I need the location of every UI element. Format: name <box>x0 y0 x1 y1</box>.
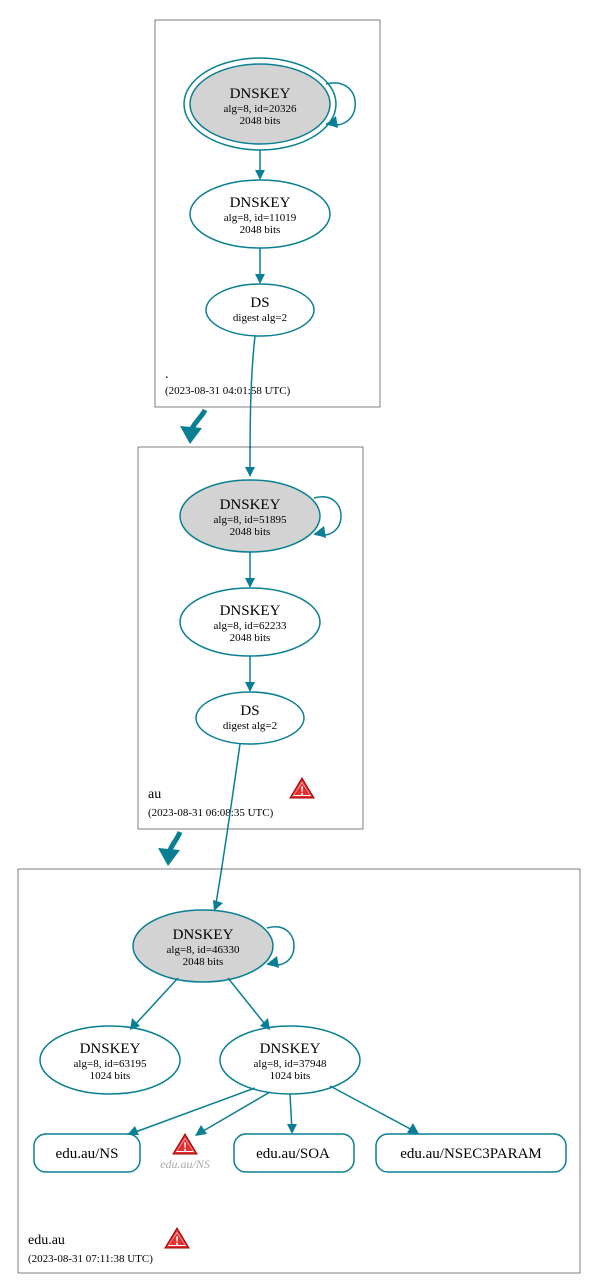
svg-text:2048 bits: 2048 bits <box>230 632 271 644</box>
svg-text:1024 bits: 1024 bits <box>90 1070 131 1082</box>
svg-text:!: ! <box>300 783 304 798</box>
svg-text:alg=8, id=62233: alg=8, id=62233 <box>214 620 287 632</box>
node-root-ksk: DNSKEY alg=8, id=20326 2048 bits <box>184 58 336 150</box>
svg-text:DNSKEY: DNSKEY <box>220 497 281 513</box>
node-eduau-ksk: DNSKEY alg=8, id=46330 2048 bits <box>133 910 273 982</box>
svg-text:2048 bits: 2048 bits <box>240 115 281 127</box>
svg-text:alg=8, id=20326: alg=8, id=20326 <box>224 103 297 115</box>
node-au-ksk: DNSKEY alg=8, id=51895 2048 bits <box>180 480 320 552</box>
zone-au-date: (2023-08-31 06:08:35 UTC) <box>148 807 274 819</box>
svg-text:!: ! <box>183 1139 187 1154</box>
svg-text:alg=8, id=11019: alg=8, id=11019 <box>224 212 297 224</box>
svg-text:2048 bits: 2048 bits <box>230 526 271 538</box>
svg-text:edu.au/NSEC3PARAM: edu.au/NSEC3PARAM <box>400 1146 542 1162</box>
edge-root-ds-au-ksk <box>250 336 255 475</box>
node-root-zsk: DNSKEY alg=8, id=11019 2048 bits <box>190 180 330 248</box>
svg-text:DNSKEY: DNSKEY <box>80 1041 141 1057</box>
svg-text:edu.au/SOA: edu.au/SOA <box>256 1146 330 1162</box>
node-eduau-ns-ghost: edu.au/NS <box>160 1157 210 1171</box>
warning-icon: ! <box>165 1228 189 1248</box>
svg-text:2048 bits: 2048 bits <box>240 224 281 236</box>
svg-text:!: ! <box>175 1233 179 1248</box>
svg-text:DS: DS <box>240 703 259 719</box>
svg-text:alg=8, id=46330: alg=8, id=46330 <box>167 944 240 956</box>
edge-eduau-zsk2-nsec <box>330 1086 416 1132</box>
node-eduau-soa: edu.au/SOA <box>234 1134 354 1172</box>
svg-text:edu.au/NS: edu.au/NS <box>56 1146 119 1162</box>
edge-eduau-ksk-zsk2 <box>228 978 268 1028</box>
zone-eduau-label: edu.au <box>28 1233 65 1248</box>
svg-text:DNSKEY: DNSKEY <box>260 1041 321 1057</box>
svg-text:DNSKEY: DNSKEY <box>230 86 291 102</box>
svg-text:alg=8, id=37948: alg=8, id=37948 <box>254 1058 327 1070</box>
zone-eduau-date: (2023-08-31 07:11:38 UTC) <box>28 1253 153 1265</box>
warning-icon: ! <box>290 778 314 798</box>
edge-au-ds-eduau-ksk <box>215 744 240 909</box>
svg-text:digest alg=2: digest alg=2 <box>223 720 277 732</box>
node-eduau-nsec3param: edu.au/NSEC3PARAM <box>376 1134 566 1172</box>
node-root-ds: DS digest alg=2 <box>206 284 314 336</box>
zone-root-label: . <box>165 367 169 382</box>
svg-text:digest alg=2: digest alg=2 <box>233 312 287 324</box>
svg-text:DS: DS <box>250 295 269 311</box>
edge-eduau-zsk2-ghost <box>198 1092 270 1134</box>
svg-text:alg=8, id=51895: alg=8, id=51895 <box>214 514 287 526</box>
edge-eduau-ksk-zsk1 <box>132 978 178 1028</box>
svg-text:2048 bits: 2048 bits <box>183 956 224 968</box>
svg-text:1024 bits: 1024 bits <box>270 1070 311 1082</box>
node-eduau-zsk1: DNSKEY alg=8, id=63195 1024 bits <box>40 1026 180 1094</box>
node-eduau-ns: edu.au/NS <box>34 1134 140 1172</box>
zone-root-date: (2023-08-31 04:01:58 UTC) <box>165 385 291 397</box>
svg-text:DNSKEY: DNSKEY <box>220 603 281 619</box>
svg-text:DNSKEY: DNSKEY <box>173 927 234 943</box>
svg-text:DNSKEY: DNSKEY <box>230 195 291 211</box>
dnssec-diagram: DNSKEY alg=8, id=20326 2048 bits DNSKEY … <box>0 0 595 1286</box>
node-eduau-zsk2: DNSKEY alg=8, id=37948 1024 bits <box>220 1026 360 1094</box>
node-au-zsk: DNSKEY alg=8, id=62233 2048 bits <box>180 588 320 656</box>
node-au-ds: DS digest alg=2 <box>196 692 304 744</box>
svg-text:alg=8, id=63195: alg=8, id=63195 <box>74 1058 147 1070</box>
zone-au-label: au <box>148 787 161 802</box>
warning-icon: ! <box>173 1134 197 1154</box>
